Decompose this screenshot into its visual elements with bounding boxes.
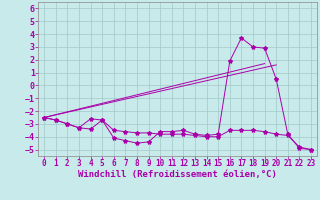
X-axis label: Windchill (Refroidissement éolien,°C): Windchill (Refroidissement éolien,°C) bbox=[78, 170, 277, 179]
